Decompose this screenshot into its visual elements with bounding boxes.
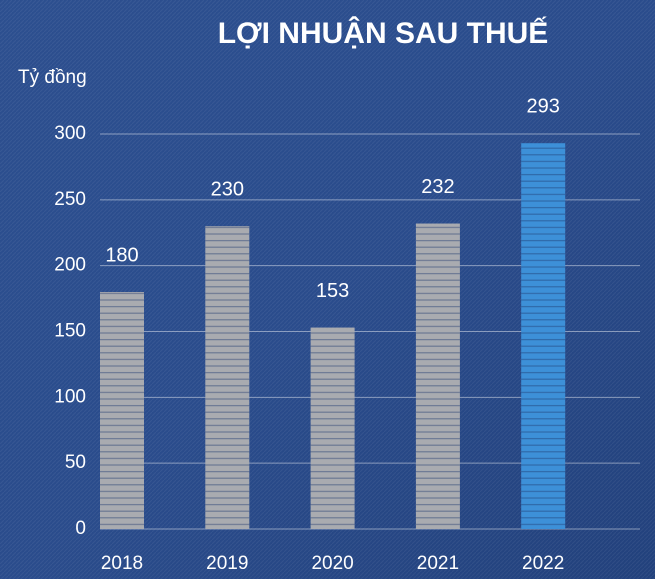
y-tick-label: 100 bbox=[54, 386, 86, 407]
value-label: 232 bbox=[421, 176, 454, 198]
x-tick-label: 2021 bbox=[417, 553, 459, 574]
bar-texture bbox=[415, 223, 460, 530]
bar-texture bbox=[205, 226, 250, 529]
value-label: 180 bbox=[105, 244, 138, 266]
bar-texture bbox=[521, 143, 566, 529]
y-tick-label: 200 bbox=[54, 255, 86, 276]
chart-title: LỢI NHUẬN SAU THUẾ bbox=[218, 16, 549, 50]
y-tick-label: 300 bbox=[54, 123, 86, 144]
bar-texture bbox=[100, 292, 144, 529]
x-tick-label: 2018 bbox=[101, 553, 143, 574]
bar-texture bbox=[310, 327, 355, 529]
y-tick-label: 50 bbox=[65, 452, 86, 473]
x-tick-label: 2022 bbox=[522, 553, 564, 574]
y-tick-label: 150 bbox=[54, 321, 86, 342]
value-label: 293 bbox=[527, 95, 560, 117]
x-tick-label: 2020 bbox=[311, 553, 353, 574]
y-tick-label: 0 bbox=[75, 518, 86, 539]
y-axis-label: Tỷ đồng bbox=[18, 67, 87, 88]
x-tick-label: 2019 bbox=[206, 553, 248, 574]
value-label: 230 bbox=[211, 178, 244, 200]
y-tick-label: 250 bbox=[54, 189, 86, 210]
value-label: 153 bbox=[316, 280, 349, 302]
